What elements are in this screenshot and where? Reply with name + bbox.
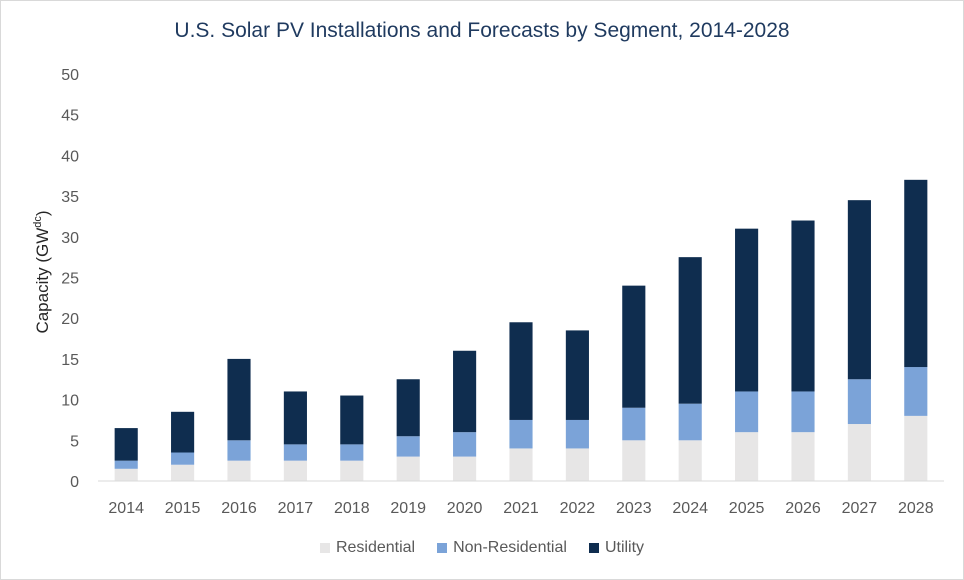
bar-non-residential bbox=[227, 440, 251, 461]
bar-non-residential bbox=[171, 452, 195, 465]
legend: Residential Non-Residential Utility bbox=[1, 539, 963, 557]
bar-non-residential bbox=[283, 444, 307, 461]
y-axis-label-main: Capacity (GW bbox=[33, 228, 52, 334]
y-axis-label-superscript: dc bbox=[32, 216, 44, 228]
bar-utility bbox=[904, 179, 928, 368]
x-tick-label: 2023 bbox=[616, 500, 652, 517]
bar-residential bbox=[171, 464, 195, 481]
bar-utility bbox=[171, 411, 195, 453]
bar-utility bbox=[227, 358, 251, 441]
y-tick-label: 45 bbox=[61, 108, 79, 125]
bar-utility bbox=[678, 257, 702, 404]
legend-label-utility: Utility bbox=[604, 539, 645, 556]
y-tick-label: 35 bbox=[61, 189, 79, 206]
x-tick-label: 2018 bbox=[334, 500, 370, 517]
x-tick-label: 2021 bbox=[503, 500, 539, 517]
bar-residential bbox=[227, 460, 251, 481]
x-tick-label: 2019 bbox=[390, 500, 426, 517]
legend-label-non-residential: Non-Residential bbox=[453, 539, 567, 556]
x-tick-label: 2027 bbox=[842, 500, 878, 517]
legend-swatch-residential bbox=[319, 543, 330, 553]
y-tick-label: 10 bbox=[61, 393, 79, 410]
bar-non-residential bbox=[565, 419, 589, 449]
bar-non-residential bbox=[847, 379, 871, 425]
bar-non-residential bbox=[396, 436, 420, 457]
chart-title: U.S. Solar PV Installations and Forecast… bbox=[174, 19, 790, 42]
bar-utility bbox=[847, 200, 871, 380]
y-tick-label: 0 bbox=[70, 474, 79, 491]
bar-residential bbox=[565, 448, 589, 481]
bar-residential bbox=[904, 415, 928, 481]
x-tick-label: 2017 bbox=[278, 500, 314, 517]
x-tick-label: 2022 bbox=[560, 500, 596, 517]
bar-utility bbox=[114, 428, 138, 461]
bar-residential bbox=[453, 456, 477, 481]
y-axis-label-close: ) bbox=[33, 210, 52, 216]
bar-residential bbox=[847, 424, 871, 481]
bar-non-residential bbox=[453, 432, 477, 457]
bar-non-residential bbox=[340, 444, 364, 461]
legend-swatch-non-residential bbox=[437, 543, 448, 553]
bar-residential bbox=[678, 440, 702, 481]
y-tick-label: 50 bbox=[61, 67, 79, 84]
bar-residential bbox=[396, 456, 420, 481]
bar-non-residential bbox=[678, 403, 702, 441]
x-tick-label: 2028 bbox=[898, 500, 934, 517]
bar-non-residential bbox=[509, 419, 533, 449]
x-tick-label: 2016 bbox=[221, 500, 257, 517]
bar-non-residential bbox=[735, 391, 759, 433]
y-axis-label: Capacity (GWdc) bbox=[32, 210, 52, 333]
legend-label-residential: Residential bbox=[335, 539, 416, 556]
legend-item-non-residential: Non-Residential bbox=[437, 539, 567, 557]
x-tick-label: 2024 bbox=[672, 500, 708, 517]
y-tick-label: 5 bbox=[70, 433, 79, 450]
bar-utility bbox=[509, 322, 533, 420]
bar-non-residential bbox=[904, 367, 928, 416]
bar-utility bbox=[565, 330, 589, 420]
bar-residential bbox=[735, 432, 759, 481]
bar-utility bbox=[791, 220, 815, 392]
bar-residential bbox=[340, 460, 364, 481]
legend-item-utility: Utility bbox=[588, 539, 645, 557]
bar-utility bbox=[622, 285, 646, 408]
bar-non-residential bbox=[622, 407, 646, 441]
y-tick-label: 30 bbox=[61, 230, 79, 247]
x-tick-label: 2025 bbox=[729, 500, 765, 517]
bar-utility bbox=[396, 379, 420, 437]
bar-utility bbox=[735, 228, 759, 392]
y-tick-label: 25 bbox=[61, 271, 79, 288]
bar-utility bbox=[340, 395, 364, 445]
legend-item-residential: Residential bbox=[319, 539, 416, 557]
y-tick-label: 20 bbox=[61, 311, 79, 328]
x-tick-label: 2026 bbox=[785, 500, 821, 517]
bar-non-residential bbox=[114, 460, 138, 469]
x-tick-label: 2014 bbox=[108, 500, 144, 517]
y-tick-label: 15 bbox=[61, 352, 79, 369]
bar-residential bbox=[114, 468, 138, 481]
y-tick-label: 40 bbox=[61, 148, 79, 165]
bar-utility bbox=[453, 350, 477, 433]
bar-utility bbox=[283, 391, 307, 445]
bar-residential bbox=[622, 440, 646, 481]
bar-residential bbox=[509, 448, 533, 481]
legend-swatch-utility bbox=[588, 543, 599, 553]
x-tick-label: 2015 bbox=[165, 500, 201, 517]
bar-non-residential bbox=[791, 391, 815, 433]
bar-residential bbox=[791, 432, 815, 481]
x-tick-label: 2020 bbox=[447, 500, 483, 517]
bar-residential bbox=[283, 460, 307, 481]
